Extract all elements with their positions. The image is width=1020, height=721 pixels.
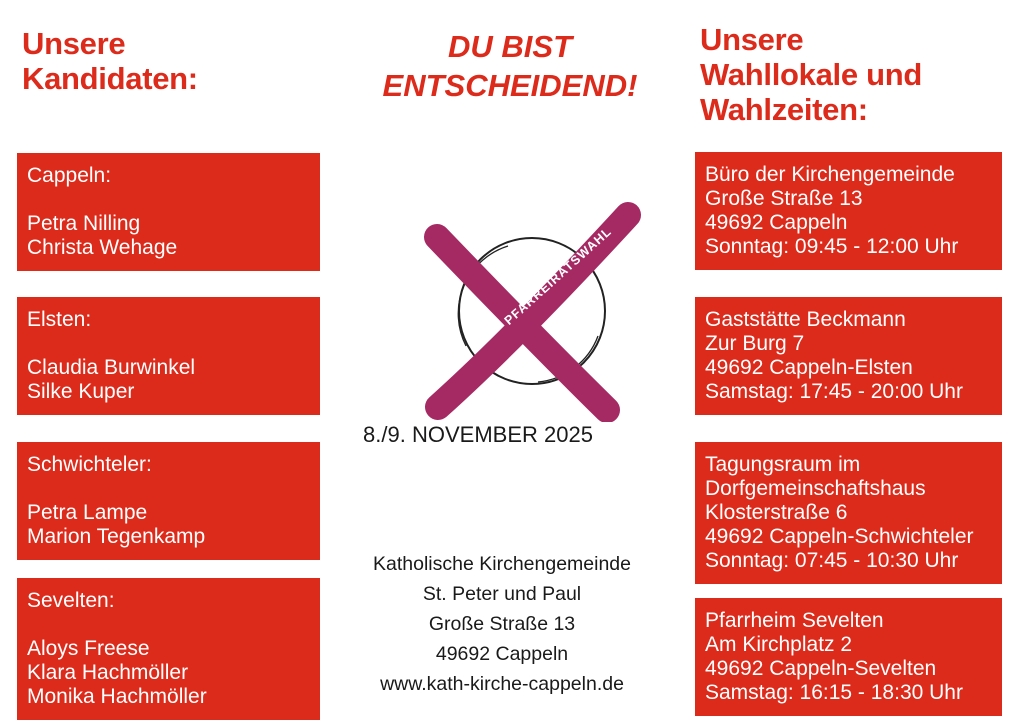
- polling-box-dorfgemeinschaftshaus: Tagungsraum im Dorfgemeinschaftshaus Klo…: [695, 442, 1002, 584]
- pfarreiratswahl-logo: PFARREIRATSWAHL: [408, 196, 644, 423]
- polling-hours: Samstag: 17:45 - 20:00 Uhr: [705, 380, 963, 403]
- polling-place: Dorfgemeinschaftshaus: [705, 477, 926, 500]
- polling-place: Gaststätte Beckmann: [705, 308, 906, 331]
- candidate-name: Christa Wehage: [27, 236, 178, 259]
- candidates-title: Unsere Kandidaten:: [22, 26, 198, 96]
- polling-city: 49692 Cappeln-Schwichteler: [705, 525, 974, 548]
- polling-city: 49692 Cappeln: [705, 211, 848, 234]
- circle-sketch-arc: [457, 245, 509, 347]
- candidate-name: Monika Hachmöller: [27, 685, 207, 708]
- polling-place: Pfarrheim Sevelten: [705, 609, 884, 632]
- address-line: Katholische Kirchengemeinde: [373, 553, 631, 575]
- ballot-x-icon: PFARREIRATSWAHL: [424, 202, 641, 423]
- candidates-title-line: Kandidaten:: [22, 61, 198, 96]
- polling-city: 49692 Cappeln-Sevelten: [705, 657, 937, 680]
- polling-title-line: Wahllokale und: [700, 57, 923, 92]
- district-heading: Schwichteler:: [27, 453, 152, 476]
- polling-city: 49692 Cappeln-Elsten: [705, 356, 913, 379]
- polling-box-beckmann: Gaststätte Beckmann Zur Burg 7 49692 Cap…: [695, 297, 1002, 415]
- candidates-title-line: Unsere: [22, 26, 126, 61]
- polling-hours: Samstag: 16:15 - 18:30 Uhr: [705, 681, 963, 704]
- polling-title-line: Wahlzeiten:: [700, 92, 868, 127]
- candidate-name: Petra Lampe: [27, 501, 148, 524]
- x-stroke: [424, 224, 620, 423]
- candidates-box-schwichteler: Schwichteler: Petra Lampe Marion Tegenka…: [17, 442, 320, 560]
- circle-outline: [458, 237, 606, 385]
- polling-title: Unsere Wahllokale und Wahlzeiten:: [700, 22, 922, 127]
- candidate-name: Claudia Burwinkel: [27, 356, 196, 379]
- district-heading: Cappeln:: [27, 164, 112, 187]
- candidate-name: Petra Nilling: [27, 212, 141, 235]
- headline: DU BIST ENTSCHEIDEND!: [340, 27, 680, 105]
- polling-hours: Sonntag: 07:45 - 10:30 Uhr: [705, 549, 959, 572]
- district-heading: Elsten:: [27, 308, 92, 331]
- address-line: 49692 Cappeln: [435, 643, 569, 665]
- headline-line: DU BIST: [448, 29, 572, 64]
- candidates-box-elsten: Elsten: Claudia Burwinkel Silke Kuper: [17, 297, 320, 415]
- headline-line: ENTSCHEIDEND!: [382, 68, 638, 103]
- candidates-box-sevelten: Sevelten: Aloys Freese Klara Hachmöller …: [17, 578, 320, 720]
- polling-place: Tagungsraum im: [705, 453, 861, 476]
- address-line: St. Peter und Paul: [422, 583, 582, 605]
- website-url: www.kath-kirche-cappeln.de: [380, 673, 624, 695]
- candidate-name: Marion Tegenkamp: [27, 525, 206, 548]
- candidate-name: Klara Hachmöller: [27, 661, 189, 684]
- polling-street: Klosterstraße 6: [705, 501, 848, 524]
- election-date: 8./9. NOVEMBER 2025: [363, 422, 593, 447]
- address-line: Große Straße 13: [428, 613, 576, 635]
- candidate-name: Silke Kuper: [27, 380, 135, 403]
- polling-hours: Sonntag: 09:45 - 12:00 Uhr: [705, 235, 959, 258]
- polling-box-pfarrheim: Pfarrheim Sevelten Am Kirchplatz 2 49692…: [695, 598, 1002, 716]
- polling-street: Zur Burg 7: [705, 332, 805, 355]
- polling-place: Büro der Kirchengemeinde: [705, 163, 955, 186]
- polling-title-line: Unsere: [700, 22, 804, 57]
- candidate-name: Aloys Freese: [27, 637, 150, 660]
- district-heading: Sevelten:: [27, 589, 115, 612]
- polling-street: Große Straße 13: [705, 187, 863, 210]
- parish-address: Katholische Kirchengemeinde St. Peter un…: [352, 549, 652, 699]
- x-stroke-tip: [613, 205, 636, 234]
- polling-box-buero: Büro der Kirchengemeinde Große Straße 13…: [695, 152, 1002, 270]
- polling-street: Am Kirchplatz 2: [705, 633, 853, 656]
- candidates-box-cappeln: Cappeln: Petra Nilling Christa Wehage: [17, 153, 320, 271]
